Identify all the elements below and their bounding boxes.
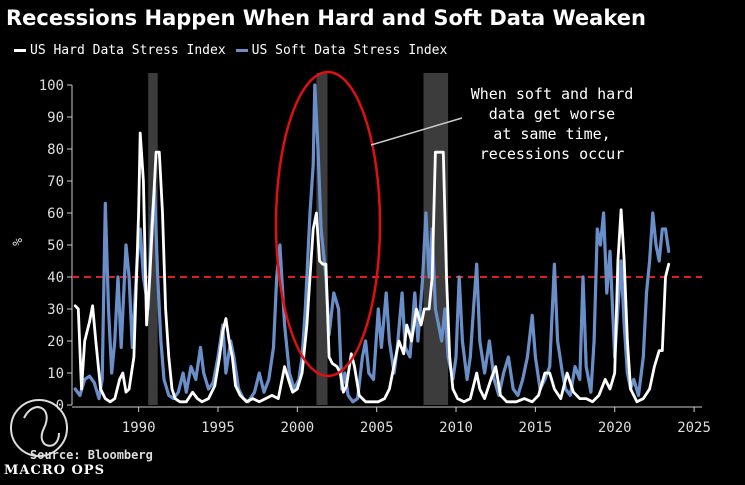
y-tick-label-80: 80 [47,142,64,158]
highlight-ellipse [274,70,382,378]
y-tick-label-0: 0 [56,398,64,414]
annotation-line-2: at same time, [493,125,610,143]
series-lines [73,83,671,404]
x-tick-label-2005: 2005 [360,420,394,436]
annotation-box [462,80,642,166]
x-tick-label-2015: 2015 [519,420,553,436]
legend: US Hard Data Stress Index US Soft Data S… [14,43,447,58]
y-tick-label-30: 30 [47,302,64,318]
legend-item-soft: US Soft Data Stress Index [235,43,448,58]
y-tick-label-20: 20 [47,334,64,350]
chart-title: Recessions Happen When Hard and Soft Dat… [6,6,646,30]
macro-ops-logo [10,399,68,457]
annotation-line-1: data get worse [489,105,615,123]
source-note: Source: Bloomberg [30,448,153,462]
y-tick-label-70: 70 [47,174,64,190]
recession-bands [148,73,449,405]
y-tick-label-100: 100 [39,78,64,94]
legend-label-soft: US Soft Data Stress Index [251,43,448,58]
legend-item-hard: US Hard Data Stress Index [14,43,226,58]
x-tick-label-2010: 2010 [439,420,473,436]
y-tick-label-60: 60 [47,206,64,222]
x-tick-label-1990: 1990 [122,420,156,436]
x-tick-label-2025: 2025 [677,420,711,436]
x-tick-label-2000: 2000 [280,420,314,436]
x-tick-label-2020: 2020 [598,420,632,436]
y-tick-label-50: 50 [47,238,64,254]
axes: 1990 1995 2000 2005 2010 2015 2020 2025 0 10 20 30 4… [11,78,711,436]
x-tick-label-1995: 1995 [201,420,235,436]
y-tick-label-90: 90 [47,110,64,126]
series-line-soft-data [73,83,671,404]
annotation-pointer [370,117,463,146]
annotation-group: When soft and hard data get worse at same … [274,70,642,378]
annotation-line-3: recessions occur [480,145,625,163]
y-axis-label: % [11,238,26,246]
legend-swatch-soft [235,49,248,52]
y-tick-label-10: 10 [47,366,64,382]
logo-wordmark: MACRO OPS [4,463,105,478]
series-line-hard-data [73,131,671,404]
legend-label-hard: US Hard Data Stress Index [30,43,226,58]
y-tick-label-40: 40 [47,270,64,286]
annotation-line-0: When soft and hard [471,85,634,103]
legend-swatch-hard [14,49,26,52]
